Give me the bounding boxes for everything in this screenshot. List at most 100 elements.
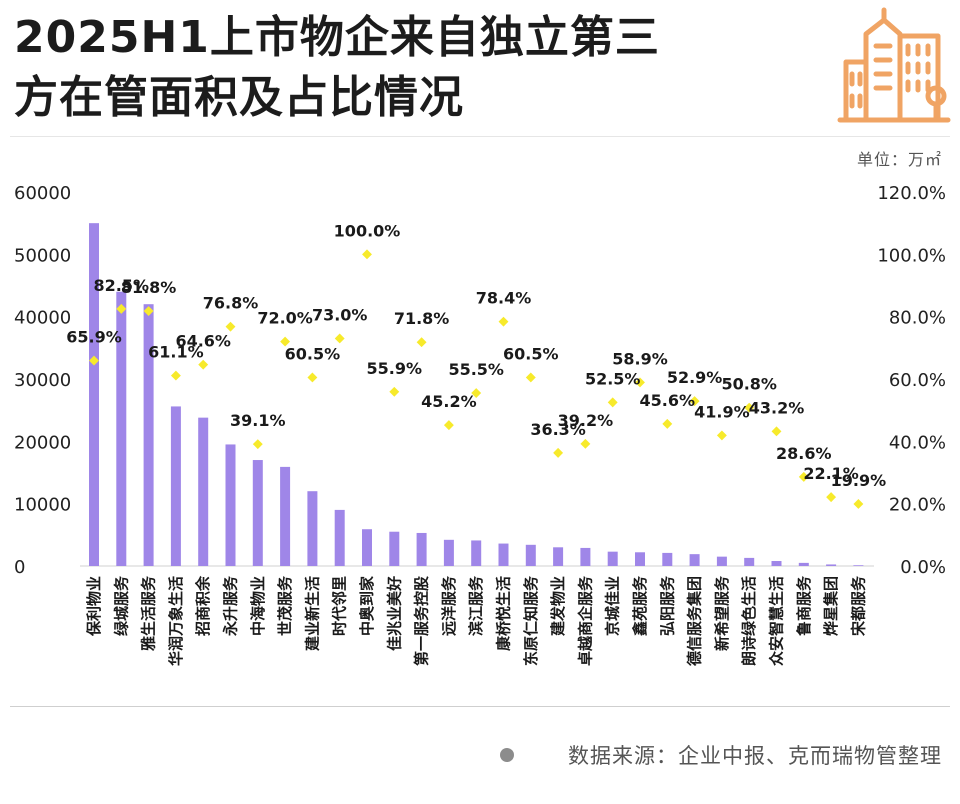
- ratio-data-label: 61.1%: [148, 343, 204, 362]
- ratio-point-8: [280, 336, 291, 347]
- bullet-icon: [500, 748, 514, 762]
- unit-label: 单位：万㎡: [856, 150, 942, 169]
- bar-8: [280, 466, 291, 566]
- x-tick-label: 鲁商服务: [795, 575, 813, 636]
- bar-22: [662, 552, 673, 566]
- bar-21: [635, 552, 645, 566]
- bar-1: [89, 223, 99, 566]
- ratio-point-16: [498, 316, 509, 327]
- ratio-point-23: [689, 396, 700, 407]
- y-left-tick-label: 10000: [14, 495, 71, 516]
- ratio-data-label: 28.6%: [776, 444, 832, 463]
- ratio-data-label: 81.8%: [121, 278, 177, 297]
- ratio-point-27: [798, 471, 809, 482]
- x-tick-label: 鑫苑服务: [631, 575, 649, 637]
- ratio-point-9: [307, 372, 318, 383]
- bar-11: [362, 529, 372, 566]
- bar-19: [580, 547, 591, 566]
- title-line-2: 方在管面积及占比情况: [14, 72, 464, 123]
- ratio-data-label: 19.9%: [831, 471, 887, 490]
- x-tick-label: 佳兆业美好: [385, 576, 403, 651]
- x-tick-label: 建发物业: [549, 576, 567, 636]
- x-tick-label: 时代邻里: [331, 576, 349, 636]
- bar-17: [525, 544, 536, 566]
- y-right-tick-label: 100.0%: [877, 245, 946, 266]
- ratio-point-5: [198, 359, 209, 370]
- ratio-point-11: [362, 249, 372, 260]
- bar-7: [252, 460, 263, 566]
- ratio-data-label: 73.0%: [312, 305, 368, 324]
- ratio-data-label: 45.2%: [421, 392, 477, 411]
- ratio-point-18: [553, 447, 564, 458]
- x-tick-label: 雅生活服务: [140, 575, 158, 652]
- x-tick-label: 东原仁知服务: [522, 575, 540, 666]
- ratio-point-20: [607, 397, 618, 408]
- ratio-data-label: 39.1%: [230, 411, 286, 430]
- building-icon: [837, 7, 951, 123]
- ratio-data-label: 60.5%: [503, 344, 559, 363]
- y-left-tick-label: 20000: [14, 432, 71, 453]
- x-tick-label: 世茂服务: [276, 575, 294, 636]
- x-tick-label: 卓越商企服务: [576, 575, 594, 666]
- x-tick-label: 保利物业: [85, 576, 103, 637]
- x-tick-label: 第一服务控股: [413, 575, 431, 666]
- x-tick-label: 朗诗绿色生活: [740, 576, 758, 666]
- y-left-tick-label: 60000: [14, 183, 71, 204]
- ratio-data-label: 58.9%: [612, 349, 668, 368]
- x-tick-label: 滨江服务: [467, 575, 485, 636]
- bar-25: [744, 557, 755, 566]
- bar-2: [116, 291, 127, 566]
- ratio-point-3: [143, 306, 154, 317]
- bar-18: [553, 547, 564, 566]
- y-right-tick-label: 60.0%: [889, 370, 946, 391]
- title-line-1: 2025H1上市物企来自独立第三: [14, 12, 660, 63]
- y-right-tick-label: 120.0%: [877, 183, 946, 204]
- x-tick-label: 烨星集团: [822, 576, 840, 636]
- ratio-data-label: 60.5%: [285, 344, 341, 363]
- bar-27: [798, 562, 809, 566]
- source-footer: 数据来源：企业中报、克而瑞物管整理: [500, 740, 942, 770]
- x-tick-label: 京城佳业: [604, 576, 622, 636]
- bar-24: [716, 556, 727, 566]
- ratio-point-15: [471, 388, 482, 398]
- x-tick-label: 中奥到家: [358, 576, 376, 636]
- header-divider: [10, 136, 950, 137]
- bar-28: [826, 564, 837, 566]
- x-tick-label: 康桥悦生活: [495, 576, 513, 651]
- bar-12: [389, 531, 400, 566]
- ratio-point-24: [716, 430, 727, 441]
- x-tick-label: 中海物业: [249, 576, 267, 636]
- ratio-point-6: [225, 321, 236, 332]
- x-tick-label: 华润万象生活: [167, 576, 185, 666]
- bar-6: [225, 444, 236, 566]
- ratio-data-label: 82.5%: [94, 276, 150, 295]
- y-right-tick-label: 40.0%: [889, 432, 946, 453]
- ratio-data-label: 78.4%: [476, 289, 532, 308]
- x-tick-label: 招商积余: [194, 575, 212, 636]
- bar-4: [170, 406, 181, 566]
- ratio-data-label: 55.9%: [367, 359, 423, 378]
- ratio-point-7: [252, 439, 263, 450]
- ratio-point-21: [635, 377, 645, 388]
- x-tick-label: 绿城服务: [112, 575, 130, 636]
- ratio-point-4: [170, 370, 181, 381]
- ratio-point-17: [525, 372, 536, 383]
- ratio-point-10: [334, 333, 345, 344]
- ratio-point-19: [580, 438, 591, 449]
- x-tick-label: 弘阳服务: [658, 575, 676, 636]
- bar-14: [443, 539, 454, 566]
- y-right-tick-label: 20.0%: [889, 495, 946, 516]
- bar-29: [853, 565, 864, 566]
- ratio-point-25: [744, 402, 755, 413]
- x-tick-label: 宋都服务: [849, 575, 867, 637]
- bar-13: [416, 532, 427, 566]
- x-tick-label: 远洋服务: [440, 575, 458, 636]
- bar-9: [307, 491, 318, 566]
- bar-5: [198, 417, 209, 566]
- source-text: 数据来源：企业中报、克而瑞物管整理: [568, 744, 942, 768]
- y-left-tick-label: 40000: [14, 308, 71, 329]
- ratio-data-label: 50.8%: [721, 375, 777, 394]
- ratio-data-label: 52.9%: [667, 368, 723, 387]
- bar-23: [689, 554, 700, 566]
